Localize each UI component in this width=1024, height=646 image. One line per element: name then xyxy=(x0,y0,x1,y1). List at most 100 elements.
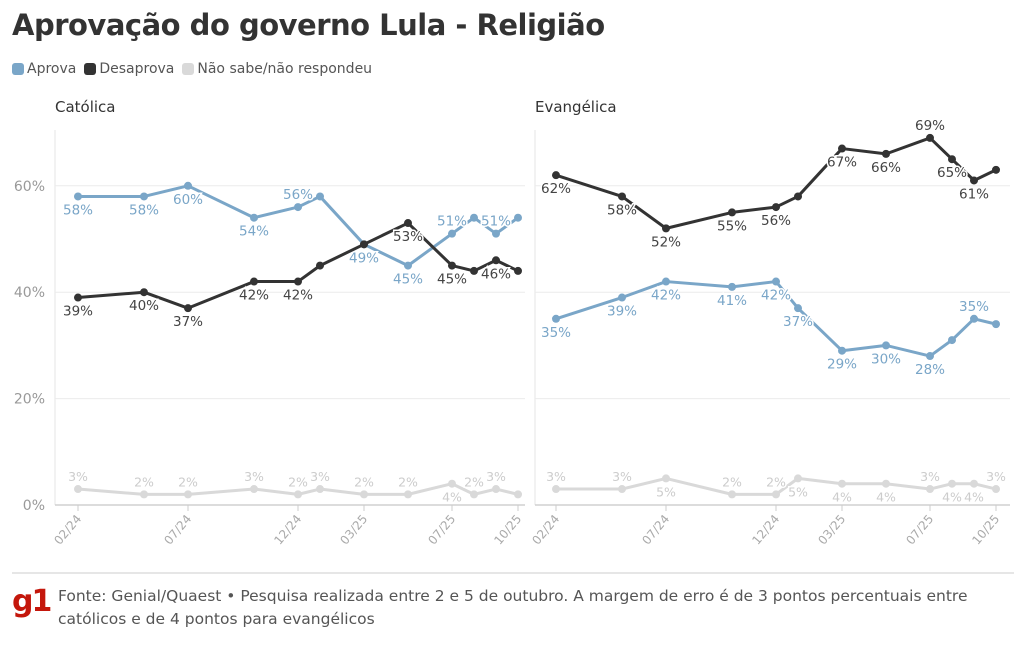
data-point xyxy=(662,224,670,233)
data-point xyxy=(404,261,412,270)
source-note: Fonte: Genial/Quaest • Pesquisa realizad… xyxy=(58,587,968,628)
data-point xyxy=(470,213,478,222)
data-label: 45% xyxy=(437,272,467,288)
x-tick-label: 02/24 xyxy=(529,512,562,547)
data-point xyxy=(970,479,978,488)
panel-title-catolica: Católica xyxy=(55,98,116,116)
data-point xyxy=(882,341,890,350)
data-label: 52% xyxy=(651,234,681,250)
legend-item-desaprova: Desaprova xyxy=(84,61,174,77)
data-point xyxy=(992,485,1000,494)
data-label: 39% xyxy=(607,304,637,320)
data-point xyxy=(838,346,846,355)
data-label: 45% xyxy=(393,272,423,288)
data-point xyxy=(728,208,736,217)
data-point xyxy=(618,293,626,302)
data-point xyxy=(882,149,890,158)
legend-swatch xyxy=(84,63,97,75)
data-point xyxy=(728,490,736,499)
data-label: 65% xyxy=(937,165,967,181)
data-label: 58% xyxy=(63,202,93,218)
data-point xyxy=(250,213,258,222)
data-label: 30% xyxy=(871,351,901,367)
data-label: 42% xyxy=(651,288,681,304)
x-tick-label: 12/24 xyxy=(271,512,304,547)
x-tick-label: 02/24 xyxy=(51,512,84,547)
x-tick-label: 10/25 xyxy=(969,512,1002,547)
data-point xyxy=(772,277,780,286)
data-label: 2% xyxy=(354,474,374,489)
data-point xyxy=(316,192,324,201)
data-point xyxy=(552,485,560,494)
data-point xyxy=(728,282,736,291)
y-tick-label: 0% xyxy=(23,498,45,514)
data-label: 66% xyxy=(871,160,901,176)
chart-title: Aprovação do governo Lula - Religião xyxy=(12,8,605,42)
data-label: 62% xyxy=(541,181,571,197)
x-tick-label: 10/25 xyxy=(491,512,524,547)
data-point xyxy=(552,171,560,180)
data-point xyxy=(448,479,456,488)
legend-label: Desaprova xyxy=(99,61,175,77)
data-label: 55% xyxy=(717,218,747,234)
data-label: 28% xyxy=(915,362,945,378)
data-point xyxy=(316,261,324,270)
data-point xyxy=(618,192,626,201)
data-label: 53% xyxy=(393,229,423,245)
data-label: 46% xyxy=(481,266,511,282)
data-point xyxy=(492,229,500,238)
x-tick-label: 03/25 xyxy=(815,512,848,547)
data-label: 3% xyxy=(310,469,330,484)
data-point xyxy=(250,485,258,494)
data-point xyxy=(794,474,802,483)
data-point xyxy=(140,288,148,297)
data-label: 2% xyxy=(722,474,742,489)
data-label: 3% xyxy=(546,469,566,484)
data-label: 29% xyxy=(827,357,857,373)
data-point xyxy=(514,266,522,275)
panel-1: 02/24 07/24 12/24 03/25 07/25 10/253% 3%5%2% 2%… xyxy=(529,116,1010,547)
data-label: 42% xyxy=(761,288,791,304)
data-label: 61% xyxy=(959,186,989,202)
g1-logo: g1 xyxy=(12,584,52,619)
data-point xyxy=(514,213,522,222)
data-label: 4% xyxy=(442,490,462,505)
data-point xyxy=(74,293,82,302)
data-label: 4% xyxy=(832,490,852,505)
data-label: 2% xyxy=(766,474,786,489)
data-point xyxy=(772,490,780,499)
data-point xyxy=(992,320,1000,329)
data-point xyxy=(514,490,522,499)
data-label: 42% xyxy=(239,288,269,304)
data-label: 2% xyxy=(464,474,484,489)
data-point xyxy=(294,277,302,286)
data-label: 2% xyxy=(178,474,198,489)
data-point xyxy=(184,304,192,313)
legend-swatch xyxy=(12,63,24,75)
data-point xyxy=(926,133,934,142)
data-point xyxy=(184,490,192,499)
data-point xyxy=(404,219,412,228)
data-point xyxy=(404,490,412,499)
data-point xyxy=(794,192,802,201)
data-point xyxy=(970,176,978,185)
data-point xyxy=(316,485,324,494)
x-tick-label: 07/25 xyxy=(903,512,936,547)
data-label: 56% xyxy=(761,213,791,229)
data-point xyxy=(360,490,368,499)
data-label: 35% xyxy=(959,299,989,315)
data-point xyxy=(184,181,192,190)
data-label: 3% xyxy=(244,469,264,484)
data-point xyxy=(948,479,956,488)
data-label: 4% xyxy=(876,490,896,505)
data-point xyxy=(618,485,626,494)
data-point xyxy=(140,192,148,201)
x-tick-label: 12/24 xyxy=(749,512,782,547)
panel-0: 0% 20% 40% 60% 02/24 07/24 12/24 03/25 07/25 10/2… xyxy=(14,130,525,547)
x-tick-label: 03/25 xyxy=(337,512,370,547)
series-line-desaprova xyxy=(555,136,997,230)
data-point xyxy=(926,485,934,494)
data-label: 40% xyxy=(129,298,159,314)
legend-label: Aprova xyxy=(27,61,77,77)
